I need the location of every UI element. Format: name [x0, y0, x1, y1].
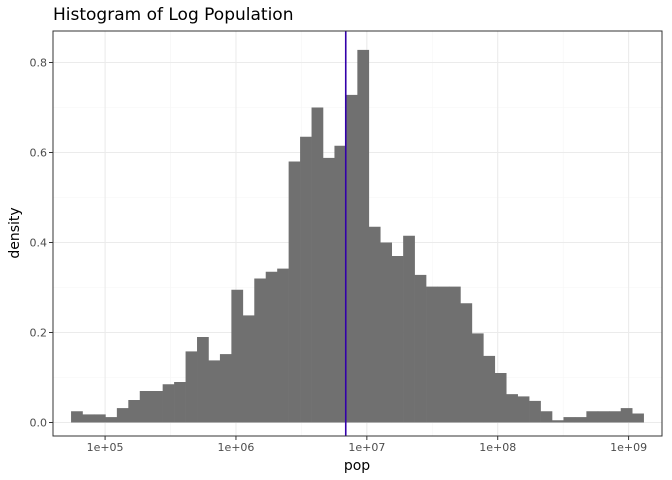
x-ticks: 1e+05 1e+06 1e+07 1e+08 1e+09	[87, 436, 647, 454]
histogram-bar	[552, 420, 564, 423]
x-tick-label: 1e+06	[217, 441, 254, 454]
histogram-bar	[471, 333, 484, 423]
histogram-bar	[128, 400, 141, 423]
x-tick-label: 1e+05	[87, 441, 124, 454]
histogram-bar	[82, 414, 95, 423]
x-tick-label: 1e+09	[610, 441, 647, 454]
histogram-bar	[506, 394, 518, 423]
histogram-bar	[151, 391, 163, 423]
histogram-bar	[597, 411, 610, 423]
histogram-bar	[208, 360, 221, 423]
histogram-bar	[403, 235, 415, 423]
x-axis-title: pop	[344, 458, 370, 474]
histogram-bar	[242, 315, 255, 423]
y-tick-label: 0.6	[30, 147, 48, 160]
histogram-bar	[517, 396, 530, 423]
y-tick-label: 0.2	[30, 327, 48, 340]
histogram-bar	[322, 157, 335, 423]
y-tick-label: 0.0	[30, 417, 48, 430]
histogram-bar	[345, 94, 358, 423]
histogram-bar	[414, 274, 427, 423]
histogram-bar	[391, 256, 404, 423]
histogram-bar	[185, 351, 198, 423]
histogram-bar	[311, 107, 324, 423]
histogram-bar	[494, 373, 507, 423]
y-axis-title: density	[7, 207, 23, 258]
x-tick-label: 1e+08	[479, 441, 516, 454]
histogram-bar	[288, 161, 301, 423]
histogram-bar	[483, 355, 496, 423]
y-ticks: 0.0 0.2 0.4 0.6 0.8	[30, 57, 53, 430]
histogram-bar	[540, 411, 553, 423]
histogram-bar	[609, 411, 622, 423]
histogram-bar	[426, 286, 438, 423]
histogram-bar	[105, 417, 118, 423]
histogram-bar	[116, 408, 129, 423]
histogram-bar	[574, 417, 587, 423]
histogram-bar	[437, 286, 450, 423]
histogram-bar	[254, 278, 267, 423]
histogram-bar	[380, 242, 393, 423]
histogram-bar	[448, 286, 461, 423]
histogram-bar	[71, 411, 83, 423]
histogram-bar	[139, 391, 152, 423]
y-tick-label: 0.4	[30, 237, 48, 250]
histogram-bar	[357, 49, 370, 423]
y-tick-label: 0.8	[30, 57, 48, 70]
histogram-bar	[620, 408, 633, 423]
histogram-bar	[529, 400, 541, 423]
histogram-bar	[334, 145, 347, 423]
bars-layer	[71, 49, 644, 423]
histogram-bar	[93, 414, 106, 423]
histogram-bar	[219, 354, 232, 423]
chart-title: Histogram of Log Population	[53, 5, 293, 25]
panel-border	[52, 30, 663, 437]
histogram-bar	[586, 411, 599, 423]
histogram-bar	[563, 417, 576, 423]
histogram-bar	[231, 289, 244, 423]
histogram-bar	[368, 226, 381, 423]
histogram-bar	[632, 413, 644, 423]
x-tick-label: 1e+07	[348, 441, 385, 454]
histogram-bar	[277, 268, 289, 423]
histogram-bar	[265, 271, 278, 423]
histogram-bar	[197, 337, 209, 423]
histogram-bar	[300, 136, 312, 423]
histogram-bar	[174, 382, 186, 423]
histogram-bar	[460, 303, 473, 423]
histogram-bar	[162, 384, 175, 423]
